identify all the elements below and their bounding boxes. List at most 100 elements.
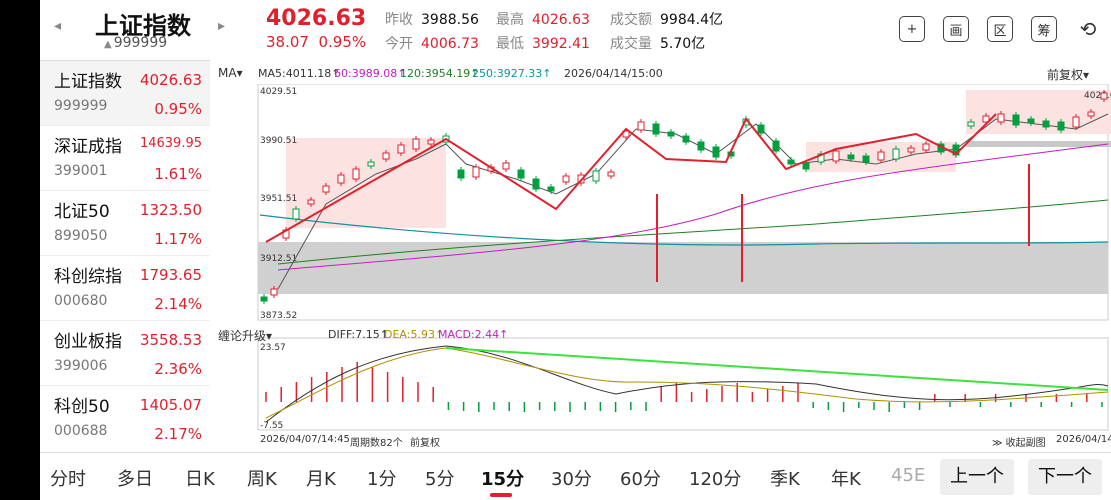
ma5-legend: MA5:4011.18↑ <box>258 67 341 80</box>
list-item-name: 创业板指 <box>54 332 122 352</box>
list-item-name: 科创50 <box>54 397 110 417</box>
candle-body <box>982 115 990 123</box>
macd-bars <box>265 362 1103 412</box>
tab-timeframe-active[interactable]: 15分 <box>481 469 525 490</box>
start-datetime: 2026/04/07/14:45 <box>260 434 350 445</box>
candle-body <box>260 296 268 302</box>
candle-body <box>892 148 900 160</box>
ma60-line <box>277 143 1109 271</box>
kline-chart[interactable]: MA▾ MA5:4011.18↑ 60:3989.08↑ 120:3954.19… <box>216 62 1111 450</box>
indicator-dropdown[interactable]: 缠论升级▾ <box>218 329 273 343</box>
rotate-screen-icon[interactable]: ⟲ <box>1079 17 1097 41</box>
open-stat: 今开 4006.73 <box>385 36 479 52</box>
active-tab-indicator <box>490 493 512 497</box>
candle-body <box>907 147 915 153</box>
toolbar-icons: + 画 区 筹 ⟲ <box>899 16 1101 42</box>
list-item[interactable]: 科创综指 000680 1793.65 2.14% <box>40 256 210 321</box>
list-item[interactable]: 北证50 899050 1323.50 1.17% <box>40 191 210 256</box>
ma60-legend: 60:3989.08↑ <box>334 67 407 80</box>
candle-body <box>1100 92 1108 100</box>
candle-body <box>352 168 360 180</box>
list-item-code: 999999 <box>54 98 108 114</box>
tab-timeframe[interactable]: 1分 <box>367 469 397 490</box>
current-price: 4026.63 <box>266 6 367 31</box>
candle-body <box>457 169 465 179</box>
list-item[interactable]: 深证成指 399001 14639.95 1.61% <box>40 126 210 191</box>
candle-body <box>547 186 555 192</box>
ma120-line <box>277 199 1109 265</box>
add-icon[interactable]: + <box>899 16 925 42</box>
draw-icon[interactable]: 画 <box>943 16 969 42</box>
index-list-sidebar: 上证指数 999999 4026.63 0.95% 深证成指 399001 14… <box>40 60 210 452</box>
next-stock-arrow[interactable]: ▸ <box>218 18 226 34</box>
candle-body <box>1072 116 1080 128</box>
macd-bottom-label: -7.55 <box>260 421 283 431</box>
candle-body <box>397 144 405 154</box>
tab-timeframe[interactable]: 120分 <box>689 469 742 490</box>
ma250-line <box>259 214 1109 246</box>
next-button[interactable]: 下一个 <box>1028 459 1102 495</box>
candle-body <box>967 121 975 127</box>
list-item-price: 1323.50 <box>139 201 202 219</box>
trend-arrows <box>265 113 1030 282</box>
indicator-legend-bar: 缠论升级▾ DIFF:7.15↑ DEA:5.93↑ MACD:2.44↑ <box>216 324 1111 344</box>
tab-timeframe[interactable]: 季K <box>770 469 800 490</box>
list-item-pct: 1.17% <box>154 230 202 248</box>
candle-body <box>382 152 390 160</box>
y-tick-label: 4029.51 <box>260 87 297 97</box>
list-item-name: 深证成指 <box>54 137 122 157</box>
tab-timeframe[interactable]: 分时 <box>50 469 86 490</box>
candle-body <box>607 171 615 177</box>
chip-icon[interactable]: 筹 <box>1031 16 1057 42</box>
prev-stock-arrow[interactable]: ◂ <box>54 18 62 34</box>
candle-body <box>292 208 300 220</box>
volume-stat: 成交量 5.70亿 <box>610 36 706 52</box>
quote-header: ◂ ▸ 上证指数 ▲ 999999 4026.63 38.07 0.95% 昨收 3… <box>40 0 1111 60</box>
tab-timeframe[interactable]: 年K <box>831 469 861 490</box>
candle-body <box>1057 121 1065 131</box>
pivot-zone-1 <box>286 138 446 228</box>
candle-body <box>622 130 630 138</box>
adjust-dropdown[interactable]: 前复权▾ <box>1046 68 1089 82</box>
candle-body <box>502 162 510 170</box>
diff-line <box>265 345 1109 423</box>
caret-down-icon: ▾ <box>1082 68 1089 82</box>
list-item[interactable]: 创业板指 399006 3558.53 2.36% <box>40 321 210 386</box>
ma-dropdown[interactable]: MA▾ <box>218 66 243 80</box>
collapse-subchart-button[interactable]: ≫ 收起副图 <box>992 438 1046 449</box>
diff-legend: DIFF:7.15↑ <box>328 328 389 341</box>
region-icon[interactable]: 区 <box>987 16 1013 42</box>
tab-timeframe[interactable]: 45E <box>891 465 926 486</box>
candle-body <box>592 170 600 182</box>
list-item-price: 4026.63 <box>139 71 202 89</box>
candle-body <box>412 138 420 150</box>
candle-body <box>802 162 810 170</box>
period-count: 周期数82个 <box>350 438 403 449</box>
list-item-code: 399006 <box>54 358 108 374</box>
candle-body <box>847 154 855 160</box>
candle-body <box>922 143 930 151</box>
tab-timeframe[interactable]: 60分 <box>620 469 661 490</box>
prev-button[interactable]: 上一个 <box>940 459 1014 495</box>
turnover-stat: 成交额 9984.4亿 <box>610 12 723 28</box>
list-item[interactable]: 科创50 000688 1405.07 2.17% <box>40 386 210 451</box>
dea-line <box>265 347 1109 419</box>
triangle-up-icon: ▲ <box>104 39 112 50</box>
candle-body <box>1042 120 1050 128</box>
tab-timeframe[interactable]: 多日 <box>117 469 153 490</box>
list-item[interactable]: 上证指数 999999 4026.63 0.95% <box>40 61 210 126</box>
candle-body <box>787 159 795 165</box>
y-tick-label: 3990.51 <box>260 136 297 146</box>
tab-timeframe[interactable]: 30分 <box>551 469 592 490</box>
prev-close-stat: 昨收 3988.56 <box>385 12 479 28</box>
tab-timeframe[interactable]: 5分 <box>425 469 455 490</box>
list-item-code: 399001 <box>54 163 108 179</box>
candle-body <box>997 113 1005 123</box>
pivot-zone-3 <box>966 90 1111 134</box>
tab-timeframe[interactable]: 日K <box>185 469 215 490</box>
tab-timeframe[interactable]: 周K <box>247 469 277 490</box>
tab-timeframe[interactable]: 月K <box>306 469 336 490</box>
list-item-price: 3558.53 <box>139 331 202 349</box>
list-item-pct: 2.14% <box>154 295 202 313</box>
candle-body <box>1012 114 1020 126</box>
